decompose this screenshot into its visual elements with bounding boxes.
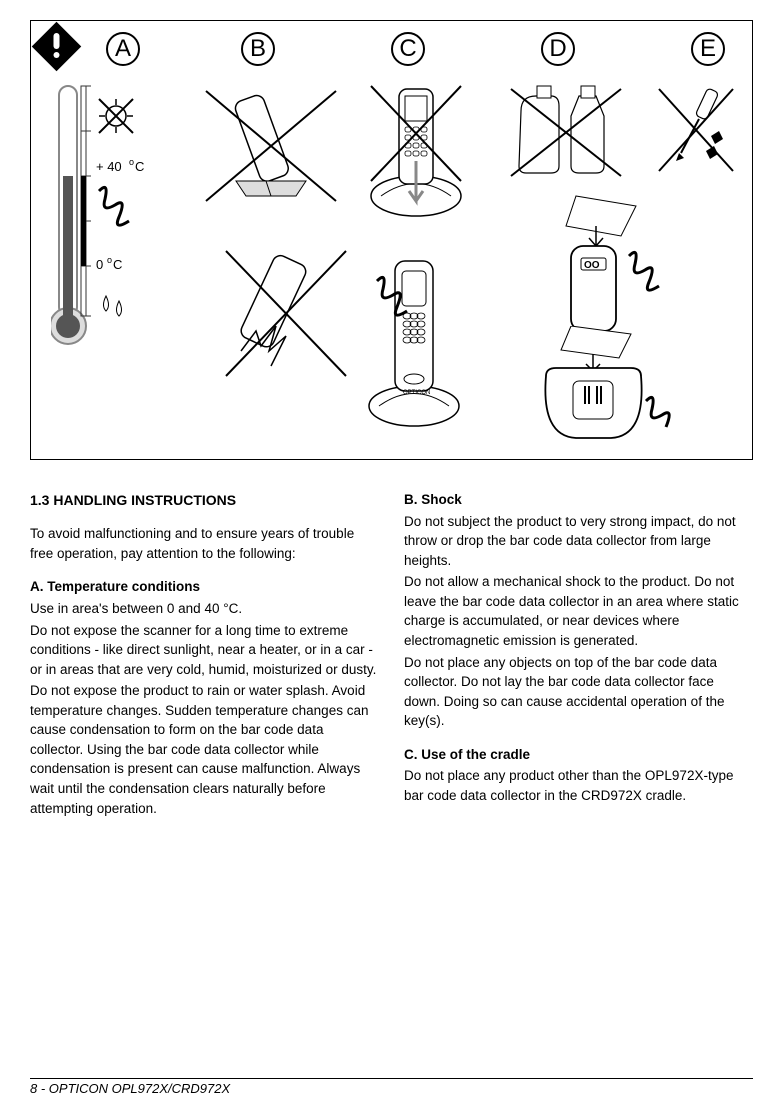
svg-text:o: o [107, 255, 112, 265]
label-b: B [241, 32, 275, 66]
phone-cradle-x-icon [361, 81, 471, 221]
scanner-static-icon: OPTICON [359, 251, 469, 431]
b-paragraph-2: Do not allow a mechanical shock to the p… [404, 572, 753, 650]
sunlight-x-icon [196, 81, 346, 211]
thermometer-diagram: + 40 o C 0 o C [51, 81, 171, 361]
diagram-illustrations: + 40 o C 0 o C [41, 81, 742, 449]
label-c: C [391, 32, 425, 66]
a-paragraph-3: Do not expose the product to rain or wat… [30, 681, 379, 818]
svg-text:C: C [113, 257, 122, 272]
heading-a: A. Temperature conditions [30, 577, 379, 597]
heading-c: C. Use of the cradle [404, 745, 753, 765]
label-a: A [106, 32, 140, 66]
heading-b: B. Shock [404, 490, 753, 510]
intro-paragraph: To avoid malfunctioning and to ensure ye… [30, 524, 379, 563]
a-paragraph-2: Do not expose the scanner for a long tim… [30, 621, 379, 680]
label-d: D [541, 32, 575, 66]
chemicals-x-icon [501, 81, 631, 181]
svg-text:OO: OO [584, 260, 600, 271]
right-column: B. Shock Do not subject the product to v… [404, 490, 753, 820]
drop-x-icon [211, 236, 361, 386]
svg-text:+ 40: + 40 [96, 159, 122, 174]
clean-device-icon: OO [501, 186, 661, 336]
svg-text:o: o [129, 157, 134, 167]
disassemble-x-icon [651, 81, 741, 181]
handling-diagram: A B C D E [30, 20, 753, 460]
b-paragraph-1: Do not subject the product to very stron… [404, 512, 753, 571]
svg-text:C: C [135, 159, 144, 174]
warning-icon [29, 19, 84, 74]
a-paragraph-1: Use in area's between 0 and 40 °C. [30, 599, 379, 619]
clean-cradle-icon [501, 326, 671, 446]
svg-text:0: 0 [96, 257, 103, 272]
instruction-text: 1.3 HANDLING INSTRUCTIONS To avoid malfu… [30, 490, 753, 820]
b-paragraph-3: Do not place any objects on top of the b… [404, 653, 753, 731]
page-footer: 8 - OPTICON OPL972X/CRD972X [30, 1078, 753, 1096]
section-title: 1.3 HANDLING INSTRUCTIONS [30, 490, 379, 510]
svg-text:OPTICON: OPTICON [403, 390, 430, 396]
label-e: E [691, 32, 725, 66]
c-paragraph-1: Do not place any product other than the … [404, 766, 753, 805]
left-column: 1.3 HANDLING INSTRUCTIONS To avoid malfu… [30, 490, 379, 820]
